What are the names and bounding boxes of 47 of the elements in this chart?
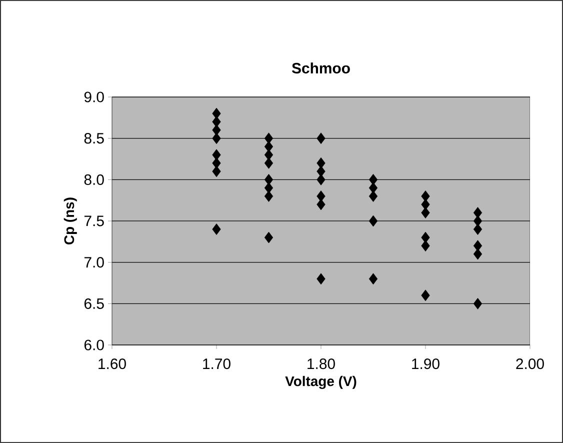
point [316, 132, 326, 144]
y-tick-label: 8.0 [84, 174, 104, 185]
point [212, 224, 221, 235]
y-tick-label: 7.0 [84, 257, 104, 268]
x-tick-label: 1.80 [308, 358, 335, 370]
point [473, 248, 482, 260]
point [473, 240, 482, 252]
x-axis-title: Voltage (V) [285, 376, 356, 389]
y-axis-title: Cp (ns) [64, 198, 77, 244]
point [368, 182, 378, 194]
y-tick-label: 6.0 [84, 340, 104, 350]
point [316, 190, 326, 202]
point [316, 273, 326, 285]
y-tick-label: 6.5 [84, 298, 104, 309]
x-tick-label: 1.70 [203, 358, 230, 370]
point [421, 190, 430, 202]
point [264, 174, 274, 186]
y-tick-label: 7.5 [84, 216, 104, 226]
point [421, 290, 430, 302]
point [264, 182, 274, 194]
point [212, 132, 221, 144]
point [316, 157, 326, 169]
y-tick-label: 8.5 [84, 133, 104, 144]
point [421, 240, 430, 252]
point [264, 157, 274, 169]
point [368, 215, 378, 227]
point [212, 166, 221, 178]
point [264, 232, 274, 244]
x-tick-label: 1.60 [98, 358, 126, 370]
point [264, 140, 274, 152]
point [316, 198, 326, 210]
point [264, 149, 274, 161]
point [264, 190, 274, 202]
point [212, 124, 221, 136]
chart-title: Schmoo [292, 62, 350, 74]
point [473, 215, 482, 227]
point [473, 207, 482, 218]
point [368, 273, 378, 285]
point [421, 207, 430, 218]
point [368, 174, 378, 186]
point [473, 298, 482, 310]
point [368, 190, 378, 202]
x-tick-label: 2.00 [516, 358, 544, 370]
y-tick-label: 9.0 [84, 92, 104, 102]
x-tick-label: 1.90 [412, 358, 440, 370]
point [473, 224, 482, 235]
point [264, 132, 274, 144]
